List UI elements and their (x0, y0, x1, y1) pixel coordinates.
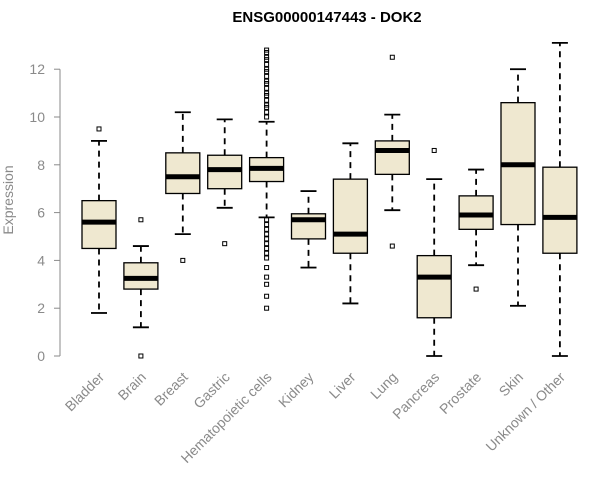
y-tick-label: 2 (37, 300, 45, 316)
box-iqr (542, 166, 578, 254)
outlier-point (264, 114, 270, 120)
outlier-point (264, 305, 270, 311)
box-iqr (374, 140, 410, 176)
outlier-point (264, 61, 270, 67)
x-tick-label: Kidney (275, 369, 317, 411)
x-tick-label: Lung (367, 369, 400, 402)
x-tick-label: Bladder (62, 369, 108, 415)
box-iqr (165, 152, 201, 195)
box-group (165, 111, 201, 263)
outlier-point (264, 281, 270, 287)
outlier-point (389, 243, 395, 249)
y-tick-label: 8 (37, 157, 45, 173)
box-group (416, 147, 452, 357)
outlier-point (180, 257, 186, 263)
x-tick-label: Prostate (436, 369, 484, 417)
box-group (81, 126, 117, 314)
box-group (248, 47, 285, 311)
box-group (207, 118, 243, 247)
outlier-point (264, 236, 270, 242)
outlier-point (138, 353, 144, 359)
y-tick-label: 12 (29, 61, 45, 77)
box-group (332, 142, 369, 305)
x-tick-label: Liver (326, 369, 359, 402)
outlier-point (264, 85, 270, 91)
outlier-point (264, 265, 270, 271)
outlier-point (138, 217, 144, 223)
plot-area (81, 42, 578, 359)
outlier-point (264, 250, 270, 256)
outlier-point (96, 126, 102, 132)
x-tick-label: Skin (496, 369, 527, 400)
outlier-point (389, 54, 395, 60)
y-tick-label: 10 (29, 109, 45, 125)
y-axis-label: Expression (0, 165, 16, 234)
x-tick-label: Breast (151, 369, 191, 409)
box-iqr (416, 254, 452, 319)
outlier-point (264, 97, 270, 103)
box-group (542, 42, 578, 357)
box-group (290, 190, 327, 269)
outlier-point (222, 241, 228, 247)
outlier-point (264, 274, 270, 280)
box-group (458, 168, 494, 292)
y-axis: 0 2 4 6 8 10 12 (29, 61, 61, 364)
outlier-point (264, 73, 270, 79)
box-group (500, 68, 536, 307)
outlier-point (264, 293, 270, 299)
outlier-point (264, 255, 270, 261)
box-group (374, 54, 410, 249)
box-group (123, 217, 159, 359)
outlier-point (264, 90, 270, 96)
y-tick-label: 0 (37, 348, 45, 364)
outlier-point (264, 217, 270, 223)
outlier-point (264, 231, 270, 237)
outlier-point (264, 241, 270, 247)
x-tick-label: Brain (115, 369, 149, 403)
outlier-point (264, 109, 270, 115)
x-tick-label: Pancreas (389, 369, 442, 422)
outlier-point (264, 222, 270, 228)
outlier-point (264, 54, 270, 60)
x-tick-label: Unknown / Other (482, 369, 568, 455)
outlier-point (264, 245, 270, 251)
outlier-point (264, 226, 270, 232)
chart-title: ENSG00000147443 - DOK2 (232, 9, 421, 26)
box-iqr (332, 178, 369, 254)
outlier-point (431, 147, 437, 153)
outlier-point (264, 66, 270, 72)
y-tick-label: 6 (37, 205, 45, 221)
y-tick-label: 4 (37, 252, 45, 268)
outlier-point (264, 102, 270, 108)
outlier-point (473, 286, 479, 292)
outlier-point (264, 78, 270, 84)
outlier-point (264, 47, 270, 53)
